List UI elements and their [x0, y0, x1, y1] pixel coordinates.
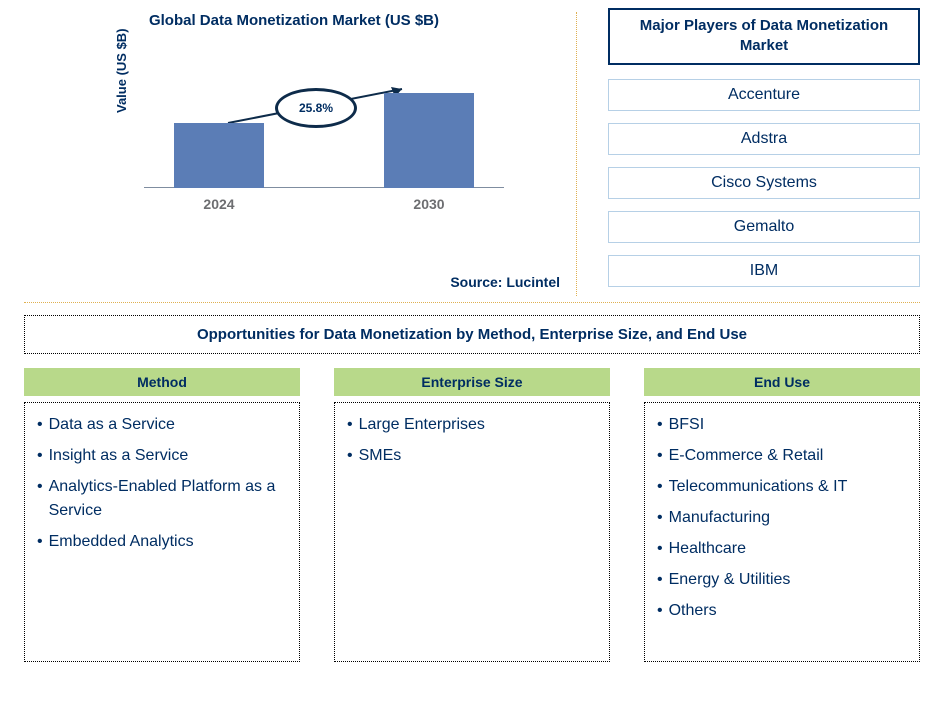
column-header: End Use	[644, 368, 920, 396]
column-body: •BFSI •E-Commerce & Retail •Telecommunic…	[644, 402, 920, 662]
bullet-icon: •	[347, 444, 353, 468]
list-item: •SMEs	[347, 444, 597, 468]
list-item: •Large Enterprises	[347, 413, 597, 437]
bullet-icon: •	[657, 444, 663, 468]
list-item: •Others	[657, 599, 907, 623]
item-text: Insight as a Service	[49, 444, 189, 468]
bullet-icon: •	[37, 530, 43, 554]
item-text: Analytics-Enabled Platform as a Service	[49, 475, 287, 523]
column-header: Enterprise Size	[334, 368, 610, 396]
infographic-root: Global Data Monetization Market (US $B) …	[0, 0, 944, 703]
column-body: •Large Enterprises •SMEs	[334, 402, 610, 662]
item-text: Others	[669, 599, 717, 623]
players-header: Major Players of Data Monetization Marke…	[608, 8, 920, 65]
item-text: SMEs	[359, 444, 402, 468]
list-item: •Insight as a Service	[37, 444, 287, 468]
list-item: •Energy & Utilities	[657, 568, 907, 592]
column-method: Method •Data as a Service •Insight as a …	[24, 368, 300, 662]
item-text: Energy & Utilities	[669, 568, 791, 592]
list-item: •Data as a Service	[37, 413, 287, 437]
list-item: •E-Commerce & Retail	[657, 444, 907, 468]
bullet-icon: •	[657, 599, 663, 623]
opportunities-columns: Method •Data as a Service •Insight as a …	[24, 368, 920, 662]
vertical-divider	[576, 12, 577, 296]
list-item: •Embedded Analytics	[37, 530, 287, 554]
chart-area: 2024 2030 25.8%	[144, 68, 504, 218]
top-row: Global Data Monetization Market (US $B) …	[24, 8, 920, 296]
column-enterprise-size: Enterprise Size •Large Enterprises •SMEs	[334, 368, 610, 662]
bullet-icon: •	[657, 568, 663, 592]
bar-2030	[384, 93, 474, 188]
column-body: •Data as a Service •Insight as a Service…	[24, 402, 300, 662]
item-text: BFSI	[669, 413, 705, 437]
source-label: Source: Lucintel	[450, 274, 560, 290]
player-item: Cisco Systems	[608, 167, 920, 199]
list-item: •Manufacturing	[657, 506, 907, 530]
list-item: •Analytics-Enabled Platform as a Service	[37, 475, 287, 523]
item-text: Large Enterprises	[359, 413, 485, 437]
growth-ellipse: 25.8%	[275, 88, 357, 128]
bullet-icon: •	[37, 475, 43, 499]
growth-label: 25.8%	[299, 101, 333, 115]
item-text: Embedded Analytics	[49, 530, 194, 554]
item-text: Telecommunications & IT	[669, 475, 848, 499]
item-text: E-Commerce & Retail	[669, 444, 824, 468]
opportunities-title: Opportunities for Data Monetization by M…	[24, 315, 920, 354]
player-item: Gemalto	[608, 211, 920, 243]
bar-2024	[174, 123, 264, 188]
list-item: •Healthcare	[657, 537, 907, 561]
column-header: Method	[24, 368, 300, 396]
bullet-icon: •	[37, 444, 43, 468]
item-text: Healthcare	[669, 537, 746, 561]
player-item: Accenture	[608, 79, 920, 111]
list-item: •Telecommunications & IT	[657, 475, 907, 499]
item-text: Data as a Service	[49, 413, 175, 437]
players-panel: Major Players of Data Monetization Marke…	[584, 8, 920, 296]
bar-label-2024: 2024	[174, 196, 264, 212]
bullet-icon: •	[657, 537, 663, 561]
chart-panel: Global Data Monetization Market (US $B) …	[24, 8, 584, 296]
bullet-icon: •	[37, 413, 43, 437]
y-axis-label: Value (US $B)	[114, 28, 129, 113]
player-item: Adstra	[608, 123, 920, 155]
bullet-icon: •	[657, 413, 663, 437]
bullet-icon: •	[657, 506, 663, 530]
bar-label-2030: 2030	[384, 196, 474, 212]
item-text: Manufacturing	[669, 506, 770, 530]
bullet-icon: •	[347, 413, 353, 437]
bullet-icon: •	[657, 475, 663, 499]
player-item: IBM	[608, 255, 920, 287]
chart-title: Global Data Monetization Market (US $B)	[114, 12, 474, 29]
column-end-use: End Use •BFSI •E-Commerce & Retail •Tele…	[644, 368, 920, 662]
list-item: •BFSI	[657, 413, 907, 437]
horizontal-divider	[24, 302, 920, 303]
